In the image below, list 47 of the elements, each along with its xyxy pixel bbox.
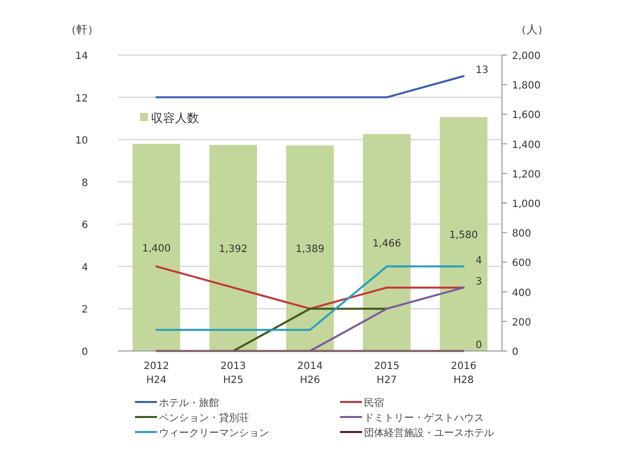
data-label: 1,392 bbox=[218, 244, 248, 255]
x-tick-label: 2015 H27 bbox=[374, 361, 400, 386]
data-label: 1,400 bbox=[142, 243, 171, 254]
bar bbox=[132, 144, 180, 351]
x-tick-label: 2014 H26 bbox=[297, 361, 323, 386]
data-label: 1,580 bbox=[449, 230, 478, 242]
y-axis-title: （軒） bbox=[66, 23, 98, 36]
x-tick-label: 2012 H24 bbox=[144, 361, 170, 386]
y2-tick-label: 1,400 bbox=[512, 140, 541, 151]
y2-axis-title: （人） bbox=[516, 23, 548, 36]
y2-tick-label: 200 bbox=[512, 317, 532, 328]
data-label: 13 bbox=[476, 65, 488, 76]
y2-tick-label: 400 bbox=[512, 288, 532, 299]
y2-tick-label: 2,000 bbox=[512, 51, 541, 62]
y2-tick-label: 600 bbox=[512, 258, 532, 270]
y2-tick-label: 1,800 bbox=[512, 80, 541, 92]
legend-label: 民宿 bbox=[364, 397, 384, 409]
y-tick-label: 14 bbox=[75, 51, 88, 62]
data-label: 1,389 bbox=[296, 244, 324, 256]
y-tick-label: 4 bbox=[82, 262, 88, 274]
legend-label: ペンション・貸別荘 bbox=[159, 412, 249, 424]
legend-label: 団体経営施設・ユースホテル bbox=[364, 427, 494, 439]
y-tick-label: 2 bbox=[82, 304, 88, 316]
legend-label: 収容人数 bbox=[151, 111, 199, 125]
bar bbox=[440, 117, 488, 351]
bar bbox=[286, 145, 334, 351]
data-label: 4 bbox=[476, 255, 482, 266]
y-tick-label: 8 bbox=[82, 178, 88, 189]
legend-label: ドミトリー・ゲストハウス bbox=[364, 413, 484, 424]
x-tick-label: 2013 H25 bbox=[220, 361, 246, 386]
y2-tick-label: 1,000 bbox=[512, 199, 541, 210]
y2-tick-label: 1,200 bbox=[512, 169, 541, 180]
x-tick-label: 2016 H28 bbox=[450, 361, 476, 386]
data-label: 1,466 bbox=[372, 238, 402, 250]
legend-label: ホテル・旅館 bbox=[159, 397, 219, 409]
bar bbox=[209, 144, 258, 351]
y-tick-label: 6 bbox=[82, 220, 88, 232]
y-tick-label: 12 bbox=[75, 93, 88, 104]
data-label: 0 bbox=[476, 340, 482, 351]
y-tick-label: 10 bbox=[75, 136, 88, 147]
data-label: 3 bbox=[476, 276, 482, 288]
y-tick-label: 0 bbox=[82, 347, 88, 358]
y2-tick-label: 0 bbox=[512, 347, 518, 358]
bar bbox=[362, 134, 411, 351]
y2-tick-label: 800 bbox=[512, 228, 532, 240]
legend-label: ウィークリーマンション bbox=[159, 428, 269, 439]
y2-tick-label: 1,600 bbox=[512, 110, 541, 122]
